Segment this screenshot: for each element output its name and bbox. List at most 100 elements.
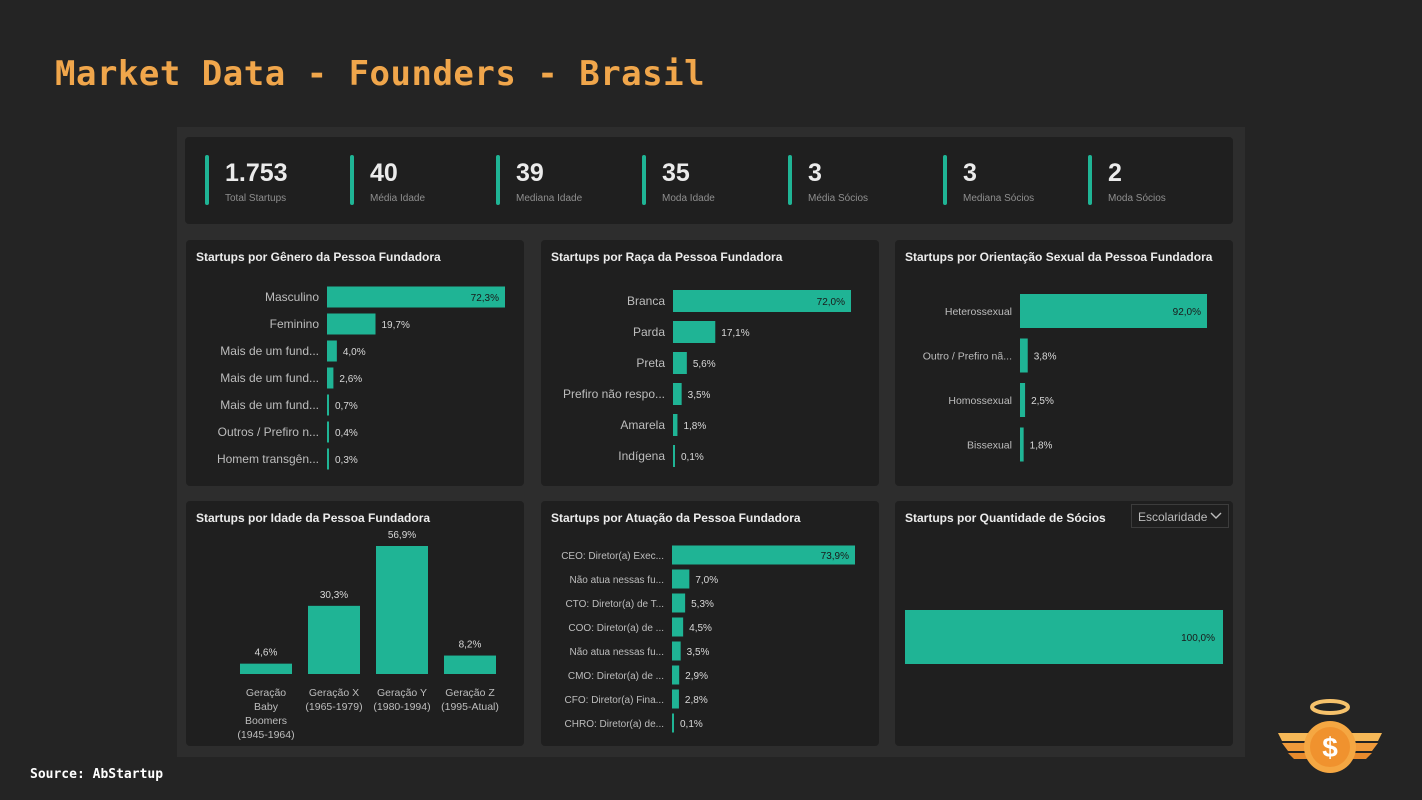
- kpi-value: 1.753: [225, 159, 288, 187]
- data-label: 0,1%: [680, 719, 703, 730]
- category-label: Geração Z: [445, 687, 495, 699]
- bar[interactable]: [327, 286, 505, 308]
- chart-orientacao: Heterossexual 92,0% Outro / Prefiro nã... 3…: [923, 294, 1207, 462]
- dashboard: 1.753 Total Startups 40 Média Idade 39 M…: [177, 127, 1245, 757]
- data-label: 3,5%: [687, 647, 710, 658]
- bar[interactable]: [327, 340, 337, 362]
- kpi-label: Moda Idade: [662, 193, 715, 204]
- kpi-value: 39: [516, 159, 544, 187]
- bar[interactable]: [327, 367, 334, 389]
- kpi-value: 40: [370, 159, 398, 187]
- card-title: Startups por Atuação da Pessoa Fundadora: [551, 511, 801, 525]
- data-label: 4,0%: [343, 347, 366, 358]
- category-label: (1995-Atual): [441, 701, 499, 713]
- kpi-value: 3: [808, 159, 822, 187]
- bar[interactable]: [444, 655, 496, 674]
- kpi-accent: [642, 155, 646, 205]
- bar[interactable]: [673, 445, 675, 467]
- category-label: Parda: [633, 325, 665, 339]
- bar[interactable]: [240, 663, 292, 674]
- kpi-accent: [788, 155, 792, 205]
- bar[interactable]: [672, 569, 690, 589]
- bar[interactable]: [327, 394, 329, 416]
- kpi-accent: [1088, 155, 1092, 205]
- card-raca: Startups por Raça da Pessoa Fundadora Br…: [541, 240, 879, 486]
- escolaridade-dropdown[interactable]: Escolaridade: [1131, 504, 1229, 528]
- bar[interactable]: [672, 617, 684, 637]
- category-label: CTO: Diretor(a) de T...: [565, 599, 664, 610]
- coin-wings-logo: $: [1278, 699, 1382, 773]
- category-label: Preta: [636, 356, 665, 370]
- category-label: Mais de um fund...: [220, 344, 319, 358]
- kpi-label: Total Startups: [225, 193, 287, 204]
- card-orientacao: Startups por Orientação Sexual da Pessoa…: [895, 240, 1233, 486]
- data-label: 3,8%: [1034, 352, 1057, 363]
- category-label: Mais de um fund...: [220, 398, 319, 412]
- chevron-down-icon: [1210, 512, 1222, 519]
- category-label: COO: Diretor(a) de ...: [568, 623, 664, 634]
- category-label: Masculino: [265, 290, 319, 304]
- bar[interactable]: [376, 546, 428, 674]
- bar[interactable]: [672, 593, 686, 613]
- category-label: (1945-1964): [237, 729, 294, 741]
- bar[interactable]: [672, 665, 680, 685]
- kpi-accent: [205, 155, 209, 205]
- chart-idade: 4,6% Geração Baby Boomers (1945-1964) 30,3% Ge…: [237, 530, 499, 741]
- category-label: Heterossexual: [945, 306, 1012, 318]
- bar[interactable]: [673, 290, 851, 312]
- bar[interactable]: [672, 641, 681, 661]
- category-label: Branca: [627, 294, 665, 308]
- kpi-accent: [496, 155, 500, 205]
- data-label: 2,6%: [339, 374, 362, 385]
- bar[interactable]: [673, 383, 682, 405]
- bar[interactable]: [673, 414, 678, 436]
- category-label: Amarela: [620, 418, 665, 432]
- bar[interactable]: [308, 605, 360, 674]
- bar[interactable]: [1020, 427, 1024, 462]
- data-label: 17,1%: [721, 328, 749, 339]
- category-label: Feminino: [270, 317, 320, 331]
- category-label: Indígena: [618, 449, 665, 463]
- data-label: 0,1%: [681, 452, 704, 463]
- kpi-value: 35: [662, 159, 690, 187]
- kpi-accent: [943, 155, 947, 205]
- bar[interactable]: [1020, 338, 1028, 373]
- card-title: Startups por Idade da Pessoa Fundadora: [196, 511, 431, 525]
- data-label: 73,9%: [821, 551, 849, 562]
- bar[interactable]: [673, 321, 716, 343]
- card-idade: Startups por Idade da Pessoa Fundadora 4…: [186, 501, 524, 746]
- card-title: Startups por Quantidade de Sócios: [905, 511, 1106, 525]
- data-label: 5,6%: [693, 359, 716, 370]
- bar[interactable]: [1020, 294, 1207, 328]
- data-label: 3,5%: [688, 390, 711, 401]
- kpi-label: Mediana Sócios: [963, 193, 1035, 204]
- bar[interactable]: [672, 689, 679, 709]
- data-label: 0,7%: [335, 401, 358, 412]
- category-label: Outro / Prefiro nã...: [923, 351, 1012, 363]
- data-label: 0,3%: [335, 455, 358, 466]
- bar[interactable]: [905, 610, 1223, 664]
- kpi-label: Mediana Idade: [516, 193, 583, 204]
- card-genero: Startups por Gênero da Pessoa Fundadora …: [186, 240, 524, 486]
- svg-text:$: $: [1322, 732, 1338, 763]
- data-label: 8,2%: [459, 640, 482, 651]
- bar[interactable]: [672, 545, 855, 565]
- bar[interactable]: [327, 421, 329, 443]
- bar[interactable]: [673, 352, 687, 374]
- kpi-label: Média Sócios: [808, 193, 869, 204]
- data-label: 92,0%: [1173, 307, 1201, 318]
- bar[interactable]: [327, 313, 376, 335]
- category-label: (1980-1994): [373, 701, 430, 713]
- dropdown-value: Escolaridade: [1138, 510, 1208, 524]
- bar[interactable]: [672, 713, 674, 733]
- bar[interactable]: [327, 448, 329, 470]
- data-label: 4,5%: [689, 623, 712, 634]
- data-label: 1,8%: [683, 421, 706, 432]
- data-label: 72,3%: [471, 293, 499, 304]
- category-label: Geração X: [309, 687, 359, 699]
- chart-socios: 100,0%: [905, 610, 1223, 664]
- data-label: 2,5%: [1031, 396, 1054, 407]
- card-title: Startups por Raça da Pessoa Fundadora: [551, 250, 783, 264]
- bar[interactable]: [1020, 383, 1026, 417]
- data-label: 72,0%: [817, 297, 845, 308]
